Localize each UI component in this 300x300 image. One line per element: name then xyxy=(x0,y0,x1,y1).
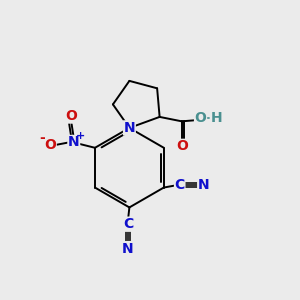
Text: N: N xyxy=(68,136,80,149)
Text: O: O xyxy=(65,109,77,123)
Text: C: C xyxy=(175,178,185,192)
Text: H: H xyxy=(210,111,222,125)
Text: +: + xyxy=(76,131,85,141)
Text: N: N xyxy=(198,178,209,192)
Text: -: - xyxy=(40,131,45,146)
Text: N: N xyxy=(122,242,134,256)
Text: N: N xyxy=(124,121,135,135)
Text: C: C xyxy=(123,217,133,231)
Text: O: O xyxy=(195,111,206,125)
Text: O: O xyxy=(44,138,56,152)
Text: O: O xyxy=(176,140,188,153)
